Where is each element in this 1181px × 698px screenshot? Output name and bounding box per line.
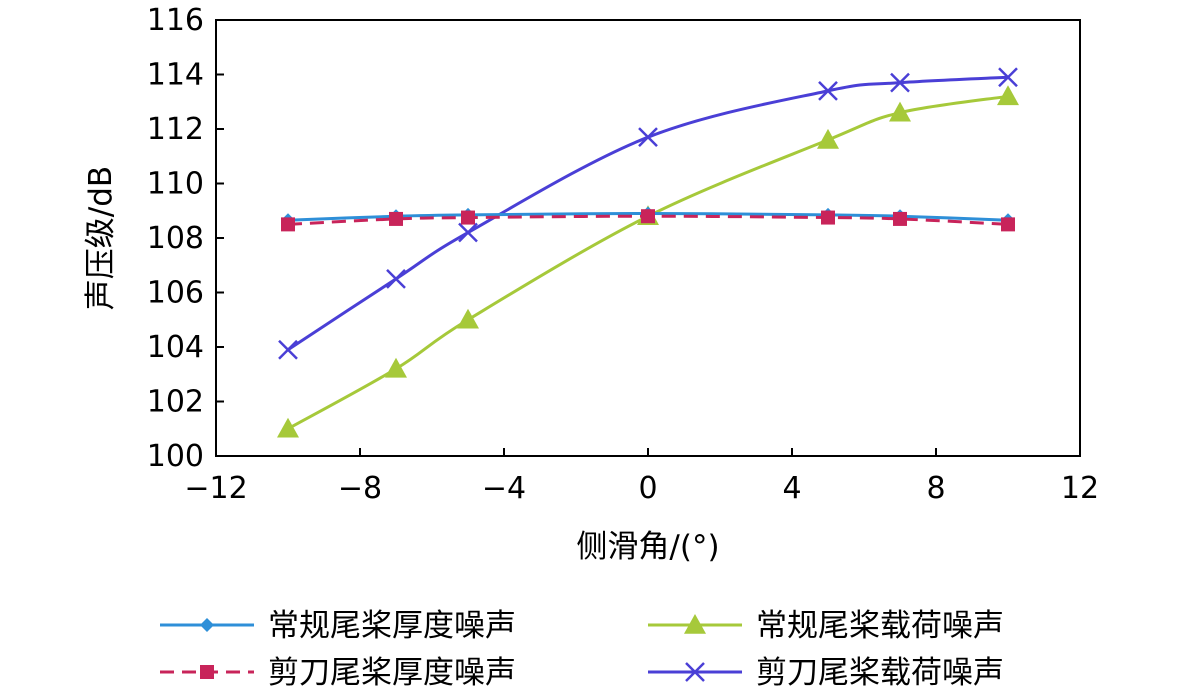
x-tick-label: 12 [1061, 471, 1099, 506]
x-tick-label: −4 [482, 471, 526, 506]
axes: −12 −8 −4 0 4 8 12 100 102 104 106 108 110 112 114 116 [147, 3, 1099, 506]
x-tick-label: 0 [638, 471, 657, 506]
series-3-point [277, 417, 299, 438]
legend-label: 常规尾桨厚度噪声 [268, 608, 516, 644]
legend-swatch-marker [685, 662, 705, 682]
series-layer [277, 67, 1019, 438]
legend-item-1: 常规尾桨厚度噪声 [160, 608, 516, 644]
y-tick-label: 100 [147, 439, 204, 474]
y-tick-label: 114 [147, 58, 204, 93]
legend-swatch-marker [684, 614, 706, 634]
series-3-point [385, 357, 407, 378]
series-4-point-stroke [278, 339, 298, 360]
x-tick-label: −8 [338, 471, 382, 506]
series-2-point [641, 209, 655, 224]
series-4-point-stroke [818, 80, 838, 101]
series-4-point [278, 339, 298, 360]
y-tick-label: 112 [147, 112, 204, 147]
series-4-point [638, 127, 658, 148]
legend-swatch-marker [200, 665, 214, 679]
x-tick-label: −12 [184, 471, 247, 506]
series-3-point [817, 128, 839, 149]
y-tick-label: 104 [147, 330, 204, 365]
y-tick-label: 110 [147, 167, 204, 202]
series-2-point [821, 210, 835, 225]
labels: 侧滑角/(°) 声压级/dB [83, 166, 720, 565]
series-3-point [889, 101, 911, 122]
plot-frame [215, 19, 1081, 457]
series-3-point [997, 85, 1019, 106]
y-axis-title: 声压级/dB [83, 166, 119, 310]
series-2-point [893, 211, 907, 226]
y-tick-label: 106 [147, 276, 204, 311]
series-4-point-stroke [386, 268, 406, 289]
legend-item-3: 常规尾桨载荷噪声 [648, 608, 1004, 644]
series-4-point [458, 222, 478, 243]
y-tick-label: 108 [147, 221, 204, 256]
series-3-point [457, 308, 479, 329]
y-tick-label: 116 [147, 3, 204, 38]
series-2-point [1001, 217, 1015, 232]
series-2-point [461, 210, 475, 225]
legend-swatch-marker [200, 618, 214, 632]
legend-label: 剪刀尾桨载荷噪声 [756, 655, 1004, 691]
series-2-point [389, 211, 403, 226]
series-4-point-stroke [998, 67, 1018, 88]
series-3-line [287, 94, 1009, 431]
legend-label: 常规尾桨载荷噪声 [756, 608, 1004, 644]
x-tick-label: 4 [782, 471, 801, 506]
series-2-point [281, 217, 295, 232]
series-4 [278, 67, 1018, 360]
series-4-point-stroke [638, 127, 658, 148]
y-tick-label: 102 [147, 385, 204, 420]
series-4-point [998, 67, 1018, 88]
series-4-point-stroke [890, 72, 910, 93]
series-4-point [890, 72, 910, 93]
legend-item-2: 剪刀尾桨厚度噪声 [160, 655, 516, 691]
x-tick-label: 8 [926, 471, 945, 506]
x-axis-title: 侧滑角/(°) [576, 529, 719, 565]
legend-swatch-marker-stroke [685, 662, 705, 682]
series-4-point [818, 80, 838, 101]
legend-label: 剪刀尾桨厚度噪声 [268, 655, 516, 691]
series-4-point-stroke [458, 222, 478, 243]
series-4-point [386, 268, 406, 289]
legend-item-4: 剪刀尾桨载荷噪声 [648, 655, 1004, 691]
series-2 [281, 209, 1015, 232]
